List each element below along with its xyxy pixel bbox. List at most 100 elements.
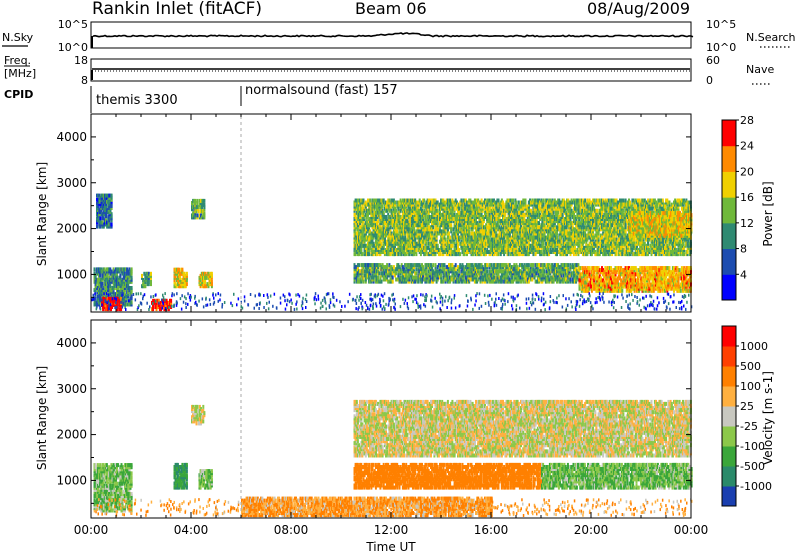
data-cell <box>382 223 385 228</box>
data-cell <box>385 204 387 209</box>
data-cell <box>563 200 566 205</box>
data-cell <box>448 210 450 215</box>
data-cell <box>586 202 589 207</box>
data-cell <box>496 243 499 248</box>
data-cell <box>197 209 200 214</box>
data-cell <box>192 213 195 218</box>
data-cell <box>439 215 441 219</box>
data-cell <box>506 198 509 203</box>
data-cell <box>516 225 519 230</box>
data-cell <box>129 292 132 297</box>
data-cell <box>407 215 410 219</box>
data-cell <box>405 241 408 246</box>
data-cell <box>122 298 125 303</box>
data-cell <box>421 202 423 207</box>
data-cell <box>119 303 121 307</box>
data-cell <box>112 271 115 276</box>
data-cell <box>408 198 411 203</box>
data-cell <box>563 206 566 211</box>
data-cell <box>407 206 410 211</box>
data-cell <box>495 248 498 252</box>
data-cell <box>603 252 606 257</box>
data-cell <box>594 221 597 226</box>
data-cell <box>505 243 508 248</box>
data-cell <box>485 229 488 234</box>
data-cell <box>601 245 603 250</box>
data-cell <box>497 212 500 217</box>
data-cell <box>183 284 186 289</box>
data-cell <box>356 248 359 252</box>
data-cell <box>516 204 519 209</box>
data-cell <box>490 229 493 234</box>
data-cell <box>489 252 492 257</box>
data-cell <box>428 208 431 213</box>
data-cell <box>372 235 375 240</box>
data-cell <box>557 202 560 207</box>
data-cell <box>368 217 371 221</box>
data-cell <box>578 198 581 203</box>
data-cell <box>418 212 421 217</box>
data-cell <box>452 231 455 236</box>
data-cell <box>579 206 582 211</box>
data-cell <box>371 208 374 213</box>
data-cell <box>108 275 111 280</box>
data-cell <box>98 298 100 303</box>
data-cell <box>536 245 539 250</box>
data-cell <box>386 219 389 224</box>
data-cell <box>595 225 598 230</box>
data-cell <box>406 237 409 242</box>
data-cell <box>597 235 600 240</box>
data-cell <box>583 200 585 205</box>
data-cell <box>434 208 437 213</box>
data-cell <box>445 206 448 211</box>
data-cell <box>125 275 127 280</box>
data-cell <box>502 221 504 226</box>
data-cell <box>392 252 395 257</box>
data-cell <box>129 286 132 290</box>
data-cell <box>203 282 205 287</box>
data-cell <box>355 202 358 207</box>
data-cell <box>480 252 483 257</box>
data-cell <box>174 275 177 280</box>
data-cell <box>371 223 374 228</box>
data-cell <box>359 231 362 236</box>
data-cell <box>430 245 432 250</box>
data-cell <box>379 206 382 211</box>
data-cell <box>127 279 130 284</box>
data-cell <box>460 235 463 240</box>
data-cell <box>102 204 105 208</box>
data-cell <box>512 252 515 257</box>
data-cell <box>490 231 493 236</box>
data-cell <box>562 237 565 242</box>
data-cell <box>518 212 521 217</box>
data-cell <box>491 248 494 252</box>
data-cell <box>543 206 546 211</box>
data-cell <box>502 223 504 228</box>
data-cell <box>587 202 590 207</box>
data-cell <box>477 237 480 242</box>
data-cell <box>547 219 549 224</box>
data-cell <box>604 235 607 240</box>
data-cell <box>480 233 483 238</box>
data-cell <box>388 235 391 240</box>
data-cell <box>541 212 544 217</box>
data-cell <box>112 292 115 297</box>
data-cell <box>130 286 133 290</box>
data-cell <box>549 202 552 207</box>
data-cell <box>425 206 428 211</box>
data-cell <box>143 271 146 276</box>
data-cell <box>584 208 587 213</box>
data-cell <box>454 202 457 207</box>
data-cell <box>360 198 363 203</box>
data-cell <box>374 245 377 250</box>
data-cell <box>378 235 381 240</box>
data-cell <box>500 241 503 246</box>
data-cell <box>455 241 458 246</box>
data-cell <box>392 248 395 252</box>
data-cell <box>419 245 422 250</box>
data-cell <box>449 223 452 228</box>
data-cell <box>569 237 572 242</box>
data-cell <box>491 208 494 213</box>
data-cell <box>505 200 508 205</box>
data-cell <box>176 271 179 276</box>
